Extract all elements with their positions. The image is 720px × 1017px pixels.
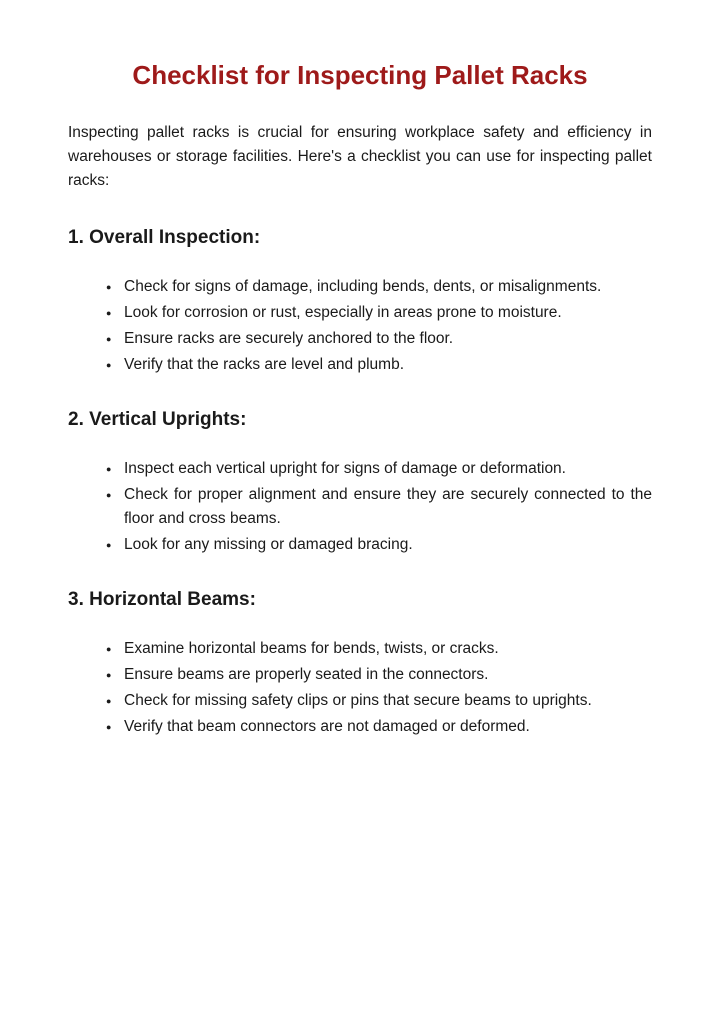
page-title: Checklist for Inspecting Pallet Racks [68, 60, 652, 91]
section-heading: 3. Horizontal Beams: [68, 589, 652, 611]
section-list: Check for signs of damage, including ben… [68, 275, 652, 377]
list-item: Look for any missing or damaged bracing. [106, 533, 652, 557]
list-item: Check for signs of damage, including ben… [106, 275, 652, 299]
section-overall-inspection: 1. Overall Inspection: Check for signs o… [68, 227, 652, 377]
list-item: Ensure racks are securely anchored to th… [106, 327, 652, 351]
list-item: Check for missing safety clips or pins t… [106, 689, 652, 713]
list-item: Ensure beams are properly seated in the … [106, 663, 652, 687]
section-vertical-uprights: 2. Vertical Uprights: Inspect each verti… [68, 409, 652, 557]
section-heading: 2. Vertical Uprights: [68, 409, 652, 431]
section-list: Inspect each vertical upright for signs … [68, 457, 652, 557]
list-item: Check for proper alignment and ensure th… [106, 483, 652, 531]
section-list: Examine horizontal beams for bends, twis… [68, 637, 652, 739]
intro-paragraph: Inspecting pallet racks is crucial for e… [68, 121, 652, 193]
section-horizontal-beams: 3. Horizontal Beams: Examine horizontal … [68, 589, 652, 739]
list-item: Verify that the racks are level and plum… [106, 353, 652, 377]
list-item: Inspect each vertical upright for signs … [106, 457, 652, 481]
list-item: Verify that beam connectors are not dama… [106, 715, 652, 739]
list-item: Examine horizontal beams for bends, twis… [106, 637, 652, 661]
section-heading: 1. Overall Inspection: [68, 227, 652, 249]
list-item: Look for corrosion or rust, especially i… [106, 301, 652, 325]
